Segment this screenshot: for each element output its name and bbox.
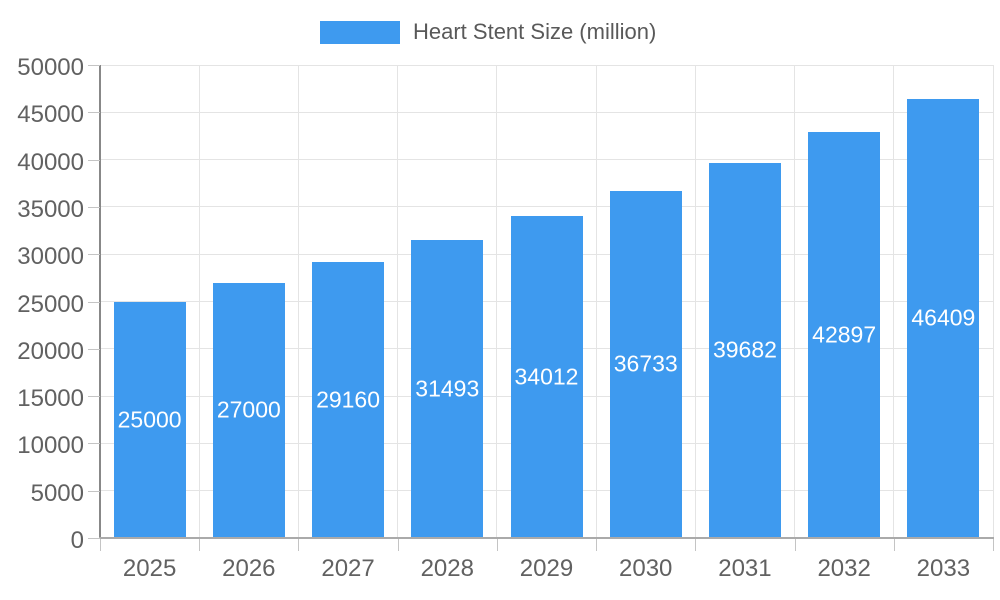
y-axis-tick: [88, 490, 100, 492]
bar-2029[interactable]: 34012: [510, 216, 583, 538]
gridline-vertical: [397, 65, 399, 538]
x-axis-tick: [596, 539, 598, 551]
plot-area: 25000 27000 29160 31493 34012 36733 39682 42897…: [100, 64, 994, 538]
bar-value-label: 46409: [911, 304, 976, 331]
x-axis-tick: [893, 539, 895, 551]
x-axis-line: [99, 537, 994, 539]
y-axis-tick: [88, 206, 100, 208]
bar-2030[interactable]: 36733: [609, 190, 682, 538]
y-axis-tick-label: 40000: [17, 148, 84, 176]
x-axis-tick: [397, 539, 399, 551]
gridline-horizontal: [100, 159, 993, 161]
gridline-vertical: [496, 65, 498, 538]
y-axis-tick-label: 50000: [17, 54, 84, 81]
x-axis-tick: [993, 539, 994, 551]
x-axis-category-label: 2026: [222, 555, 276, 582]
bar-value-label: 36733: [613, 350, 678, 377]
y-axis-tick: [88, 159, 100, 161]
y-axis-tick: [88, 348, 100, 350]
gridline-vertical: [595, 65, 597, 538]
y-axis-tick: [88, 538, 100, 539]
y-axis-tick-label: 35000: [17, 195, 84, 223]
y-axis-tick: [88, 254, 100, 256]
x-axis-category-label: 2031: [718, 555, 772, 582]
y-axis-tick: [88, 112, 100, 114]
gridline-horizontal: [100, 111, 993, 113]
y-axis-tick-label: 20000: [17, 337, 84, 365]
x-axis-tick: [298, 539, 300, 551]
bar-2027[interactable]: 29160: [312, 262, 385, 538]
x-axis-tick: [695, 539, 697, 551]
x-axis-category-label: 2029: [519, 555, 574, 582]
gridline-vertical: [297, 65, 299, 538]
y-axis-line: [99, 65, 101, 538]
bar-value-label: 42897: [812, 321, 877, 348]
legend[interactable]: Heart Stent Size (million): [320, 19, 656, 45]
y-axis-tick-label: 5000: [30, 479, 84, 507]
bar-2033[interactable]: 46409: [907, 98, 980, 538]
bar-2032[interactable]: 42897: [808, 132, 881, 538]
bar-2026[interactable]: 27000: [212, 282, 285, 538]
bar-value-label: 29160: [316, 386, 381, 413]
gridline-vertical: [198, 65, 200, 538]
y-axis-tick-label: 30000: [17, 243, 84, 271]
gridline-vertical: [992, 65, 994, 538]
x-axis-category-label: 2027: [321, 555, 375, 582]
y-axis-tick-label: 45000: [17, 101, 84, 129]
bar-2025[interactable]: 25000: [113, 301, 186, 538]
x-axis-category-label: 2032: [817, 555, 871, 582]
x-axis-category-label: 2033: [916, 555, 971, 582]
x-axis-category-label: 2030: [619, 555, 673, 582]
bar-value-label: 31493: [415, 375, 480, 402]
x-axis-category-label: 2025: [122, 555, 177, 582]
y-axis-tick: [88, 65, 100, 66]
gridline-horizontal: [100, 64, 993, 66]
legend-label: Heart Stent Size (million): [413, 19, 657, 44]
bar-value-label: 39682: [712, 336, 777, 363]
gridline-horizontal: [100, 206, 993, 208]
y-axis-tick-label: 25000: [17, 290, 84, 318]
bar-value-label: 34012: [514, 363, 579, 390]
bar-2031[interactable]: 39682: [708, 162, 781, 538]
y-axis-tick: [88, 443, 100, 445]
bar-value-label: 27000: [216, 396, 281, 423]
x-axis-category-label: 2028: [420, 555, 474, 582]
gridline-vertical: [694, 65, 696, 538]
y-axis-tick-label: 15000: [17, 385, 84, 413]
x-axis-tick: [794, 539, 796, 551]
y-axis-tick-label: 10000: [17, 432, 84, 460]
gridline-vertical: [893, 65, 895, 538]
y-axis-tick: [88, 396, 100, 398]
gridline-vertical: [794, 65, 796, 538]
x-axis-tick: [496, 539, 498, 551]
y-axis-tick-label: 0: [70, 527, 84, 554]
legend-swatch-icon: [320, 20, 400, 44]
bar-2028[interactable]: 31493: [411, 240, 484, 538]
x-axis-tick: [100, 539, 101, 551]
x-axis-tick: [199, 539, 201, 551]
y-axis-tick: [88, 301, 100, 303]
bar-value-label: 25000: [117, 406, 182, 433]
